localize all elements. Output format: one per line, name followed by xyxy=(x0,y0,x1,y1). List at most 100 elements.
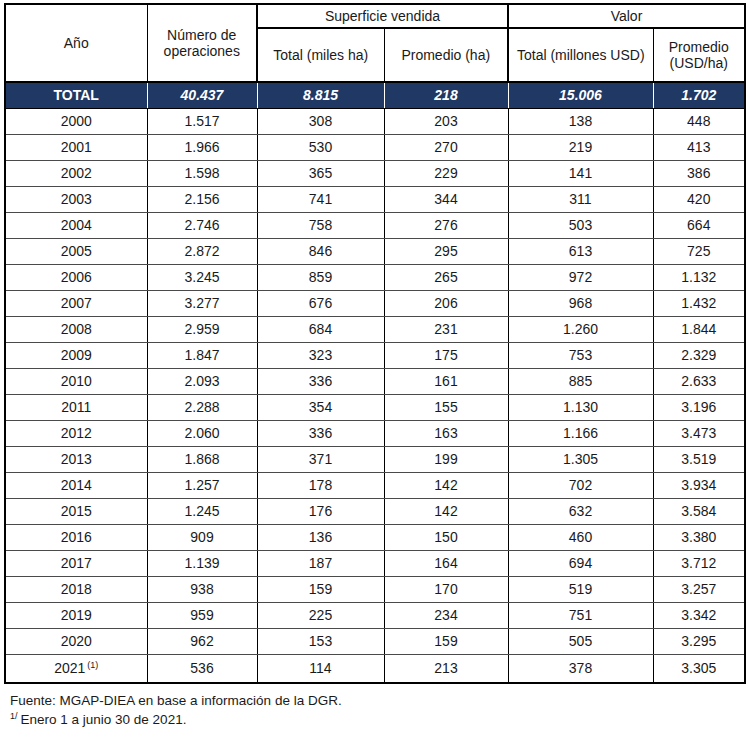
cell-operations: 2.746 xyxy=(147,212,257,238)
total-label: TOTAL xyxy=(5,82,147,108)
cell-operations: 1.245 xyxy=(147,498,257,524)
cell-surface-avg: 159 xyxy=(384,628,508,654)
cell-year: 2018 xyxy=(5,576,147,602)
cell-value-total: 972 xyxy=(508,264,653,290)
table-row: 2009 1.847 323 175 753 2.329 xyxy=(5,342,745,368)
cell-surface-avg: 270 xyxy=(384,134,508,160)
cell-surface-total: 323 xyxy=(257,342,384,368)
year-superscript: (1) xyxy=(87,660,98,670)
table-row: 2017 1.139 187 164 694 3.712 xyxy=(5,550,745,576)
cell-value-total: 1.130 xyxy=(508,394,653,420)
table-row: 2011 2.288 354 155 1.130 3.196 xyxy=(5,394,745,420)
cell-value-avg: 3.196 xyxy=(653,394,745,420)
table-row: 2004 2.746 758 276 503 664 xyxy=(5,212,745,238)
cell-operations: 962 xyxy=(147,628,257,654)
cell-surface-total: 308 xyxy=(257,108,384,134)
table-row: 2003 2.156 741 344 311 420 xyxy=(5,186,745,212)
cell-value-avg: 3.712 xyxy=(653,550,745,576)
cell-value-avg: 3.380 xyxy=(653,524,745,550)
table-row: 2020 962 153 159 505 3.295 xyxy=(5,628,745,654)
cell-operations: 3.277 xyxy=(147,290,257,316)
cell-operations: 2.288 xyxy=(147,394,257,420)
cell-value-total: 311 xyxy=(508,186,653,212)
header-surface-avg: Promedio (ha) xyxy=(384,28,508,82)
cell-year: 2013 xyxy=(5,446,147,472)
cell-year: 2000 xyxy=(5,108,147,134)
cell-value-total: 968 xyxy=(508,290,653,316)
table-row: 2005 2.872 846 295 613 725 xyxy=(5,238,745,264)
table-row: 2016 909 136 150 460 3.380 xyxy=(5,524,745,550)
land-sales-table: Año Número de operaciones Superficie ven… xyxy=(4,3,746,684)
cell-operations: 1.257 xyxy=(147,472,257,498)
cell-surface-total: 530 xyxy=(257,134,384,160)
cell-value-avg: 3.934 xyxy=(653,472,745,498)
cell-surface-avg: 150 xyxy=(384,524,508,550)
cell-value-avg: 3.519 xyxy=(653,446,745,472)
cell-operations: 1.598 xyxy=(147,160,257,186)
cell-year: 2016 xyxy=(5,524,147,550)
cell-surface-total: 225 xyxy=(257,602,384,628)
cell-year: 2021(1) xyxy=(5,654,147,683)
cell-value-total: 519 xyxy=(508,576,653,602)
cell-value-avg: 2.329 xyxy=(653,342,745,368)
cell-value-total: 613 xyxy=(508,238,653,264)
cell-surface-avg: 175 xyxy=(384,342,508,368)
table-row: 2001 1.966 530 270 219 413 xyxy=(5,134,745,160)
cell-surface-avg: 142 xyxy=(384,472,508,498)
cell-surface-avg: 295 xyxy=(384,238,508,264)
cell-surface-total: 741 xyxy=(257,186,384,212)
cell-operations: 1.517 xyxy=(147,108,257,134)
cell-operations: 2.959 xyxy=(147,316,257,342)
table-header: Año Número de operaciones Superficie ven… xyxy=(5,4,745,82)
cell-value-avg: 3.295 xyxy=(653,628,745,654)
cell-surface-avg: 163 xyxy=(384,420,508,446)
cell-operations: 1.966 xyxy=(147,134,257,160)
cell-year: 2017 xyxy=(5,550,147,576)
table-row: 2013 1.868 371 199 1.305 3.519 xyxy=(5,446,745,472)
cell-value-avg: 1.844 xyxy=(653,316,745,342)
cell-surface-total: 846 xyxy=(257,238,384,264)
cell-value-total: 138 xyxy=(508,108,653,134)
cell-surface-avg: 344 xyxy=(384,186,508,212)
cell-surface-avg: 234 xyxy=(384,602,508,628)
cell-value-avg: 3.305 xyxy=(653,654,745,683)
header-year: Año xyxy=(5,4,147,82)
cell-surface-total: 371 xyxy=(257,446,384,472)
cell-surface-avg: 213 xyxy=(384,654,508,683)
cell-surface-avg: 203 xyxy=(384,108,508,134)
cell-operations: 1.139 xyxy=(147,550,257,576)
cell-value-avg: 1.432 xyxy=(653,290,745,316)
cell-value-avg: 3.473 xyxy=(653,420,745,446)
table-body: TOTAL 40.437 8.815 218 15.006 1.702 2000… xyxy=(5,82,745,683)
total-surface-total: 8.815 xyxy=(257,82,384,108)
cell-year: 2009 xyxy=(5,342,147,368)
table-row: 2010 2.093 336 161 885 2.633 xyxy=(5,368,745,394)
cell-surface-total: 758 xyxy=(257,212,384,238)
table-row: 2002 1.598 365 229 141 386 xyxy=(5,160,745,186)
table-row: 2018 938 159 170 519 3.257 xyxy=(5,576,745,602)
table-row: 2014 1.257 178 142 702 3.934 xyxy=(5,472,745,498)
cell-value-avg: 3.257 xyxy=(653,576,745,602)
cell-value-avg: 3.584 xyxy=(653,498,745,524)
footnote-text: Enero 1 a junio 30 de 2021. xyxy=(21,712,187,727)
cell-surface-total: 676 xyxy=(257,290,384,316)
source-note: Fuente: MGAP-DIEA en base a información … xyxy=(10,691,750,710)
cell-operations: 3.245 xyxy=(147,264,257,290)
cell-year: 2004 xyxy=(5,212,147,238)
cell-value-avg: 413 xyxy=(653,134,745,160)
total-value-total: 15.006 xyxy=(508,82,653,108)
cell-value-avg: 448 xyxy=(653,108,745,134)
cell-surface-total: 153 xyxy=(257,628,384,654)
cell-value-avg: 420 xyxy=(653,186,745,212)
cell-surface-total: 365 xyxy=(257,160,384,186)
table-row: 2019 959 225 234 751 3.342 xyxy=(5,602,745,628)
cell-value-total: 1.305 xyxy=(508,446,653,472)
cell-value-total: 751 xyxy=(508,602,653,628)
cell-value-total: 1.166 xyxy=(508,420,653,446)
table-footer: Fuente: MGAP-DIEA en base a información … xyxy=(10,691,750,729)
cell-surface-avg: 229 xyxy=(384,160,508,186)
cell-surface-avg: 206 xyxy=(384,290,508,316)
cell-operations: 938 xyxy=(147,576,257,602)
cell-value-total: 1.260 xyxy=(508,316,653,342)
cell-year: 2007 xyxy=(5,290,147,316)
